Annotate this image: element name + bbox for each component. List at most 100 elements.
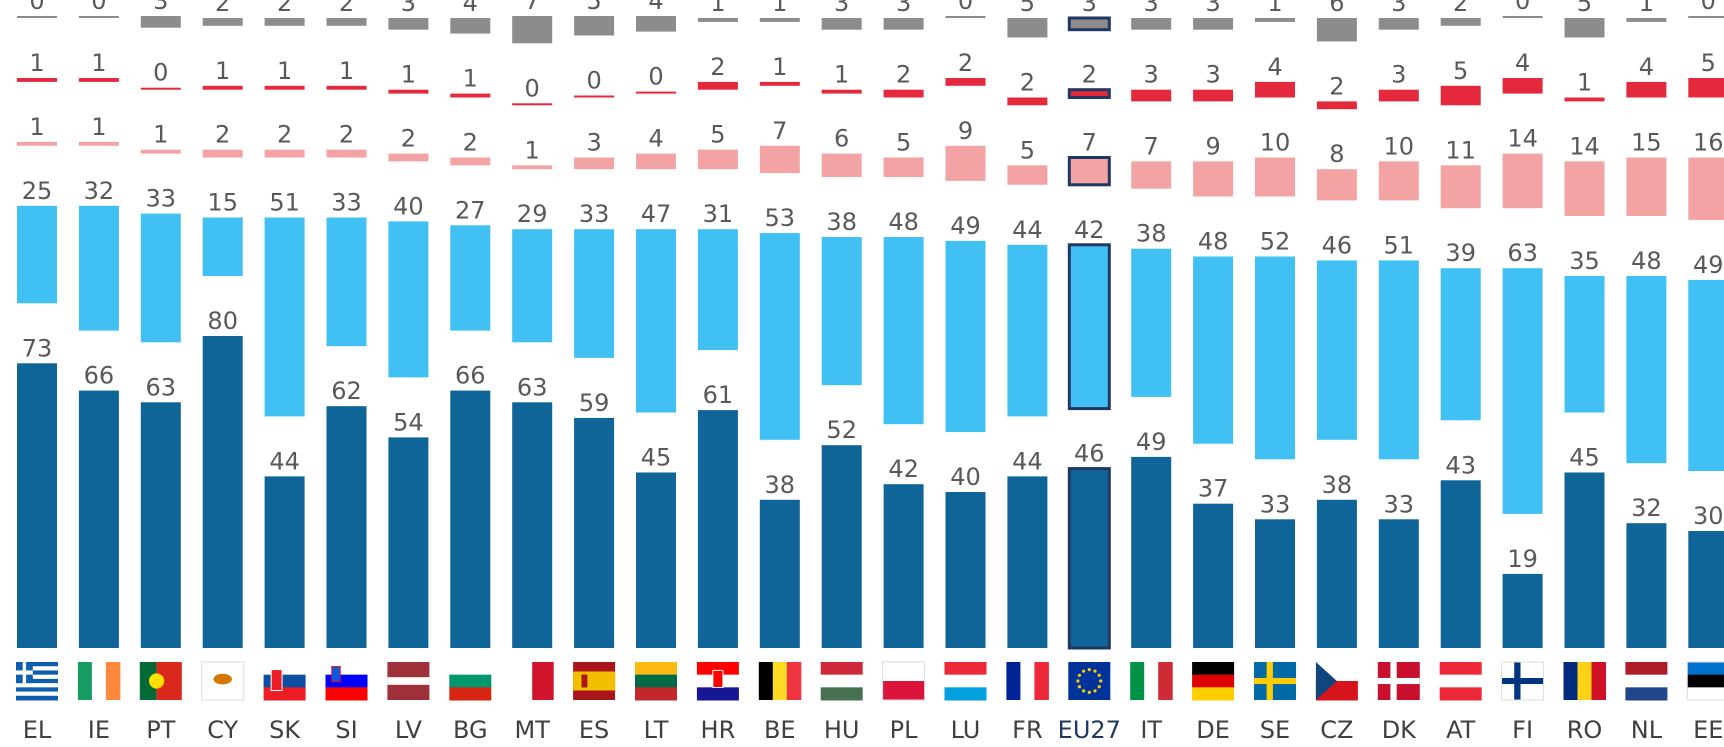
data-label: 14 bbox=[1569, 132, 1600, 160]
data-label: 31 bbox=[703, 200, 734, 228]
data-label: 63 bbox=[1507, 239, 1538, 267]
hungary-flag-icon bbox=[820, 662, 863, 701]
bar-segment bbox=[883, 157, 924, 177]
bar-segment bbox=[388, 18, 429, 30]
bar-segment bbox=[1440, 268, 1481, 421]
bar-group-ie: 66 32 1 1 0 bbox=[78, 0, 119, 648]
bar-segment bbox=[1626, 81, 1667, 98]
bar-segment bbox=[1007, 244, 1048, 417]
poland-flag-icon bbox=[882, 661, 926, 701]
data-label: 53 bbox=[765, 204, 796, 232]
category-label: IE bbox=[88, 716, 110, 744]
bar-segment bbox=[1688, 16, 1724, 18]
data-label: 1 bbox=[401, 61, 416, 89]
data-label: 2 bbox=[958, 49, 973, 77]
bar-segment bbox=[697, 149, 738, 170]
data-label: 45 bbox=[1569, 444, 1600, 472]
category-label: EL bbox=[23, 716, 52, 744]
bar-group-ee: 30 49 16 5 0 bbox=[1688, 0, 1724, 648]
bar-segment bbox=[450, 390, 491, 648]
bar-segment bbox=[636, 91, 676, 94]
data-label: 2 bbox=[1329, 72, 1344, 100]
bar-segment bbox=[821, 18, 862, 30]
data-label: 3 bbox=[896, 0, 911, 17]
bar-segment bbox=[1626, 276, 1667, 464]
bar-segment bbox=[1131, 18, 1172, 30]
bar-segment bbox=[1502, 153, 1543, 209]
sweden-flag-icon bbox=[1254, 662, 1296, 700]
bar-group-mt: 63 29 1 0 7 bbox=[512, 0, 553, 648]
data-label: 1 bbox=[710, 0, 725, 17]
data-label: 0 bbox=[91, 0, 106, 15]
category-label: SK bbox=[269, 716, 301, 744]
bar-segment bbox=[945, 16, 986, 18]
bar-segment bbox=[78, 390, 119, 648]
data-label: 2 bbox=[215, 0, 230, 17]
bar-segment bbox=[1502, 268, 1543, 514]
bar-segment bbox=[140, 402, 181, 648]
bar-segment bbox=[1067, 16, 1111, 32]
data-label: 5 bbox=[1453, 57, 1468, 85]
data-label: 0 bbox=[1515, 0, 1530, 15]
bar-segment bbox=[1564, 97, 1605, 102]
bar-segment bbox=[78, 205, 119, 331]
bar-segment bbox=[450, 93, 491, 98]
czechia-flag-icon bbox=[1315, 662, 1358, 701]
bar-segment bbox=[202, 18, 243, 26]
bar-segment bbox=[450, 225, 491, 331]
bar-segment bbox=[1193, 256, 1234, 444]
data-label: 5 bbox=[1577, 0, 1592, 17]
slovakia-flag-icon bbox=[263, 662, 306, 701]
data-label: 5 bbox=[1701, 49, 1716, 77]
data-label: 52 bbox=[1260, 228, 1291, 256]
bar-group-cy: 80 15 2 1 2 bbox=[202, 0, 243, 648]
lithuania-flag-icon bbox=[635, 662, 677, 701]
bar-segment bbox=[1255, 81, 1295, 98]
bar-segment bbox=[1626, 523, 1667, 648]
croatia-flag-icon bbox=[696, 662, 739, 701]
data-label: 6 bbox=[834, 125, 849, 153]
bar-segment bbox=[1007, 18, 1048, 38]
bar-segment bbox=[574, 157, 615, 170]
bar-segment bbox=[512, 16, 553, 44]
bar-group-nl: 32 48 15 4 1 bbox=[1626, 0, 1667, 648]
bar-segment bbox=[1255, 18, 1295, 22]
data-label: 63 bbox=[146, 373, 177, 401]
data-label: 4 bbox=[1639, 53, 1654, 81]
slovenia-flag-icon bbox=[325, 662, 368, 701]
bar-segment bbox=[1193, 18, 1234, 30]
data-label: 14 bbox=[1507, 125, 1538, 153]
data-label: 7 bbox=[772, 117, 787, 145]
austria-flag-icon bbox=[1439, 662, 1482, 701]
category-label: MT bbox=[515, 716, 551, 744]
bar-segment bbox=[202, 85, 243, 90]
data-label: 4 bbox=[463, 0, 478, 17]
data-label: 30 bbox=[1693, 502, 1724, 530]
cyprus-flag-icon bbox=[201, 661, 245, 701]
data-label: 3 bbox=[586, 129, 601, 157]
data-label: 0 bbox=[29, 0, 44, 15]
bar-group-lv: 54 40 2 1 3 bbox=[388, 0, 429, 648]
bar-segment bbox=[574, 229, 615, 358]
bar-group-sk: 44 51 2 1 2 bbox=[264, 0, 305, 648]
bar-segment bbox=[78, 141, 119, 146]
category-label: PL bbox=[890, 716, 918, 744]
data-label: 49 bbox=[1693, 251, 1724, 279]
data-label: 51 bbox=[1384, 231, 1415, 259]
data-label: 63 bbox=[517, 373, 548, 401]
data-label: 38 bbox=[826, 208, 857, 236]
data-label: 37 bbox=[1198, 475, 1229, 503]
bar-segment bbox=[1316, 499, 1357, 648]
data-label: 33 bbox=[331, 189, 362, 217]
data-label: 39 bbox=[1445, 239, 1476, 267]
category-label: FR bbox=[1012, 716, 1042, 744]
data-label: 62 bbox=[331, 377, 362, 405]
bar-segment bbox=[574, 95, 615, 98]
bar-segment bbox=[1688, 78, 1724, 98]
data-label: 1 bbox=[772, 0, 787, 17]
data-label: 4 bbox=[648, 125, 663, 153]
data-label: 27 bbox=[455, 196, 486, 224]
bar-segment bbox=[1255, 256, 1295, 460]
data-label: 3 bbox=[1205, 61, 1220, 89]
data-label: 1 bbox=[339, 57, 354, 85]
